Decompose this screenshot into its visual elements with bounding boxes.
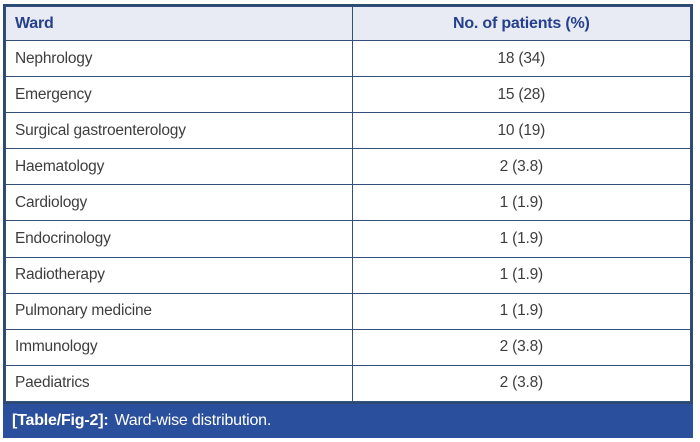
table-row: Radiotherapy 1 (1.9) (5, 256, 692, 294)
patients-cell: 1 (1.9) (351, 292, 692, 330)
data-table: Ward No. of patients (%) Nephrology 18 (3… (5, 6, 692, 403)
table-caption-text: Ward-wise distribution. (114, 412, 272, 429)
table-row: Endocrinology 1 (1.9) (5, 220, 692, 258)
patients-cell: 15 (28) (351, 76, 692, 114)
patients-cell: 2 (3.8) (351, 364, 692, 403)
ward-cell: Emergency (5, 76, 353, 114)
column-header-patients: No. of patients (%) (351, 6, 692, 41)
ward-cell: Endocrinology (5, 220, 353, 258)
patients-cell: 2 (3.8) (351, 148, 692, 186)
patients-cell: 10 (19) (351, 112, 692, 150)
table-row: Cardiology 1 (1.9) (5, 184, 692, 222)
ward-cell: Haematology (5, 148, 353, 186)
table-caption-bar: [Table/Fig-2]: Ward-wise distribution. (3, 404, 693, 438)
ward-cell: Pulmonary medicine (5, 292, 353, 330)
ward-cell: Nephrology (5, 39, 353, 78)
table-row: Paediatrics 2 (3.8) (5, 364, 692, 403)
ward-cell: Immunology (5, 328, 353, 366)
patients-cell: 1 (1.9) (351, 184, 692, 222)
ward-cell: Paediatrics (5, 364, 353, 403)
ward-cell: Cardiology (5, 184, 353, 222)
table-row: Surgical gastroenterology 10 (19) (5, 112, 692, 150)
patients-cell: 1 (1.9) (351, 256, 692, 294)
ward-cell: Radiotherapy (5, 256, 353, 294)
patients-cell: 18 (34) (351, 39, 692, 78)
table-body: Nephrology 18 (34) Emergency 15 (28) Surgica… (5, 39, 692, 403)
column-header-ward: Ward (5, 6, 353, 41)
table-row: Nephrology 18 (34) (5, 39, 692, 78)
table-row: Emergency 15 (28) (5, 76, 692, 114)
patients-cell: 2 (3.8) (351, 328, 692, 366)
table-row: Immunology 2 (3.8) (5, 328, 692, 366)
patients-cell: 1 (1.9) (351, 220, 692, 258)
ward-cell: Surgical gastroenterology (5, 112, 353, 150)
table-row: Haematology 2 (3.8) (5, 148, 692, 186)
ward-distribution-table: Ward No. of patients (%) Nephrology 18 (3… (3, 4, 693, 404)
table-caption-tag: [Table/Fig-2]: (12, 412, 109, 429)
table-row: Pulmonary medicine 1 (1.9) (5, 292, 692, 330)
table-header: Ward No. of patients (%) (5, 6, 692, 41)
header-row: Ward No. of patients (%) (5, 6, 692, 41)
